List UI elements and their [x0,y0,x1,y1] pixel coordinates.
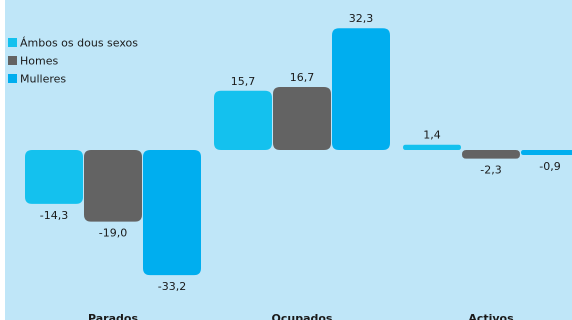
data-label-ocupados-homes: 16,7 [290,71,315,84]
bar-ocupados-mulleres [332,28,390,150]
legend-swatch-ambos-os-dous-sexos [8,38,17,47]
data-label-parados-ambos-os-dous-sexos: -14,3 [40,209,68,222]
bar-parados-homes [84,150,142,222]
data-label-ocupados-ambos-os-dous-sexos: 15,7 [231,75,256,88]
legend-label-ambos-os-dous-sexos: Ámbos os dous sexos [20,37,138,50]
legend-swatch-mulleres [8,74,17,83]
legend-swatch-homes [8,56,17,65]
bar-parados-ambos-os-dous-sexos [25,150,83,204]
data-label-activos-homes: -2,3 [480,164,501,177]
data-label-ocupados-mulleres: 32,3 [349,12,374,25]
data-label-parados-mulleres: -33,2 [158,280,186,293]
bar-activos-mulleres [521,150,572,155]
category-label-activos: Activos [468,312,514,320]
legend-label-mulleres: Mulleres [20,73,66,86]
legend-item-homes: Homes [8,55,58,68]
bar-ocupados-homes [273,87,331,150]
bar-ocupados-ambos-os-dous-sexos [214,90,272,150]
bar-activos-homes [462,150,520,159]
category-labels: Parados Ocupados Activos [88,312,514,320]
data-label-activos-mulleres: -0,9 [539,160,560,173]
bars [25,28,572,276]
data-label-activos-ambos-os-dous-sexos: 1,4 [423,129,441,142]
category-label-parados: Parados [88,312,138,320]
data-label-parados-homes: -19,0 [99,227,127,240]
legend-label-homes: Homes [20,55,58,68]
bar-parados-mulleres [143,150,201,276]
chart: Ámbos os dous sexos Homes Mulleres -14,3 -1… [5,0,572,320]
legend-item-ambos-os-dous-sexos: Ámbos os dous sexos [8,37,138,50]
bar-activos-ambos-os-dous-sexos [403,144,461,150]
category-label-ocupados: Ocupados [272,312,333,320]
legend: Ámbos os dous sexos Homes Mulleres [8,37,138,86]
legend-item-mulleres: Mulleres [8,73,66,86]
value-labels: -14,3 -19,0 -33,2 15,7 16,7 32,3 1,4 -2,3 -0,9 [40,12,561,293]
